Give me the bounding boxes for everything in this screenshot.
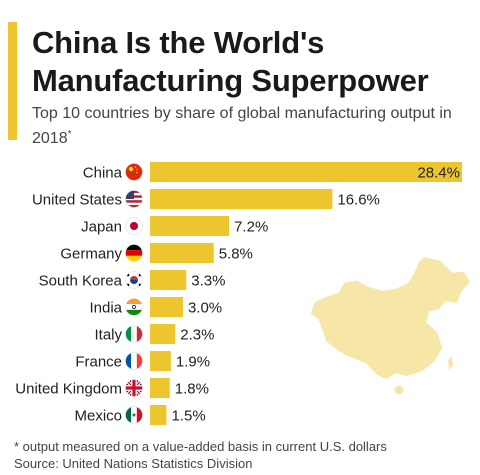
value-label: 1.8% [175, 381, 209, 398]
germany-flag-icon [125, 244, 143, 262]
footnote: * output measured on a value-added basis… [14, 439, 387, 454]
value-label: 7.2% [234, 219, 268, 236]
mexico-flag-icon [125, 406, 143, 424]
category-label: France [75, 354, 122, 371]
china-map-icon [309, 255, 472, 395]
value-label: 1.9% [176, 354, 210, 371]
bar-row: United States 16.6% [32, 189, 380, 209]
chart-title: China Is the World's Manufacturing Super… [32, 25, 429, 98]
bar [150, 324, 176, 344]
category-label: Italy [94, 327, 122, 344]
china-flag-icon [125, 163, 143, 181]
taiwan-island [448, 356, 453, 370]
france-flag-icon [125, 352, 143, 370]
bar-row: Germany 5.8% [60, 243, 253, 263]
bar-row: China 28.4% [83, 162, 462, 182]
value-label: 28.4% [417, 165, 460, 182]
bar [150, 270, 187, 290]
bar [150, 297, 183, 317]
bar-row: India 3.0% [89, 297, 222, 317]
india-flag-icon [125, 298, 143, 316]
category-label: United States [32, 192, 122, 209]
category-label: Japan [81, 219, 122, 236]
category-label: United Kingdom [15, 381, 122, 398]
bar-chart: China 28.4% United States 16.6% Japan 7.2% Ger… [15, 162, 462, 425]
value-label: 3.0% [188, 300, 222, 317]
uk-flag-icon [125, 379, 143, 397]
category-label: China [83, 165, 123, 182]
value-label: 5.8% [219, 246, 253, 263]
category-label: Germany [60, 246, 122, 263]
bar [150, 162, 462, 182]
value-label: 1.5% [171, 408, 205, 425]
value-label: 16.6% [337, 192, 380, 209]
bar-row: South Korea 3.3% [39, 270, 225, 290]
south-korea-flag-icon [125, 271, 143, 289]
bar [150, 189, 333, 209]
subtitle-footnote-mark: * [67, 129, 72, 140]
bar-row: Italy 2.3% [94, 324, 214, 344]
bar [150, 378, 170, 398]
italy-flag-icon [125, 325, 143, 343]
hainan-island [394, 385, 404, 395]
bar [150, 243, 214, 263]
category-label: South Korea [39, 273, 123, 290]
value-label: 2.3% [180, 327, 214, 344]
accent-bar [8, 22, 17, 140]
japan-flag-icon [125, 217, 143, 235]
chart-subtitle: Top 10 countries by share of global manu… [32, 103, 462, 149]
bar-row: Mexico 1.5% [74, 405, 206, 425]
bar-row: France 1.9% [75, 351, 210, 371]
value-label: 3.3% [191, 273, 225, 290]
bar [150, 216, 230, 236]
category-label: Mexico [74, 408, 122, 425]
category-label: India [89, 300, 122, 317]
bar [150, 351, 171, 371]
bar-row: Japan 7.2% [81, 216, 268, 236]
subtitle-text: Top 10 countries by share of global manu… [32, 105, 452, 147]
source-note: Source: United Nations Statistics Divisi… [14, 456, 253, 471]
us-flag-icon [125, 190, 143, 208]
bar-row: United Kingdom 1.8% [15, 378, 209, 398]
bar [150, 405, 167, 425]
china-map-shape [309, 255, 472, 381]
